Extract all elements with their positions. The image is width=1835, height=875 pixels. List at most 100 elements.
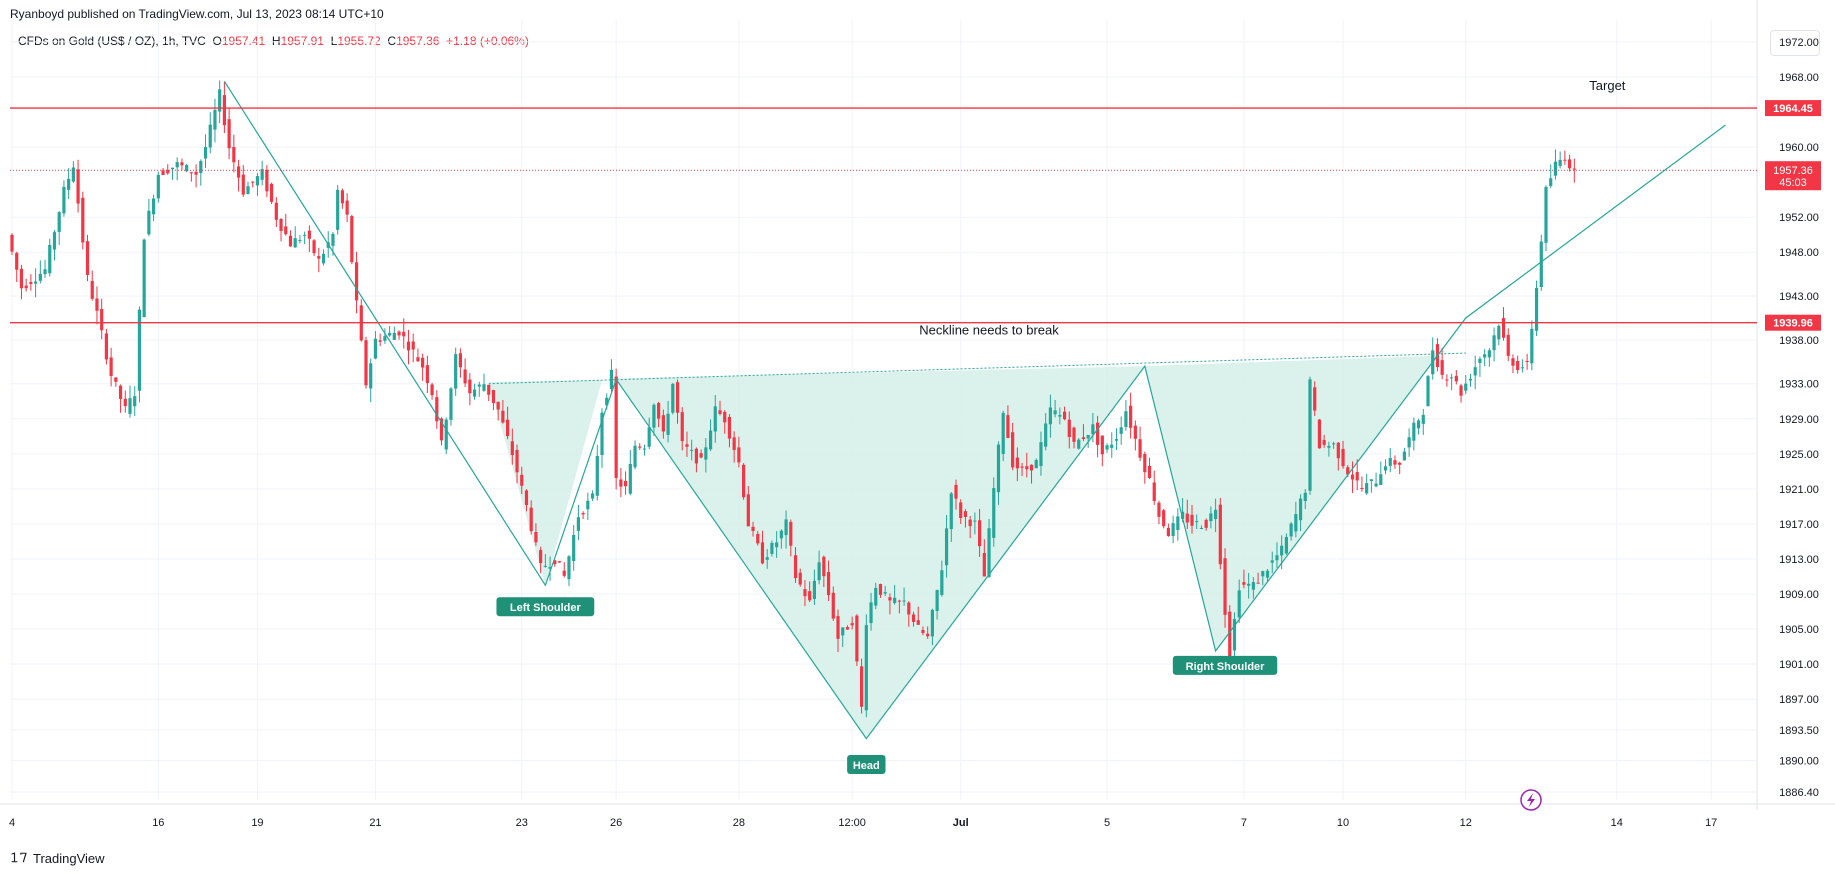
candle-body <box>166 169 170 174</box>
candle-body <box>67 178 71 190</box>
candle-body <box>1247 583 1251 586</box>
candle-body <box>104 333 108 360</box>
candle-body <box>737 447 741 463</box>
candle-body <box>232 147 236 163</box>
y-tick-label: 1897.00 <box>1779 694 1819 706</box>
candle-body <box>1450 377 1454 379</box>
candle-body <box>213 109 217 130</box>
candle-body <box>982 553 986 577</box>
candle-body <box>996 444 1001 493</box>
candle-body <box>1568 159 1572 169</box>
symbol-title[interactable]: CFDs on Gold (US$ / OZ), 1h, TVC <box>18 34 206 48</box>
candle-body <box>1534 287 1539 331</box>
candle-body <box>1539 241 1543 287</box>
candle-body <box>1388 458 1392 466</box>
candle-body <box>411 341 415 350</box>
candle-body <box>1407 437 1411 448</box>
candle-body <box>1147 465 1152 478</box>
candle-body <box>274 202 278 220</box>
candle-body <box>100 309 104 331</box>
candle-body <box>1265 570 1270 578</box>
candle-body <box>1313 387 1317 411</box>
candle-body <box>926 633 930 637</box>
y-tick-label: 1913.00 <box>1779 554 1819 566</box>
candle-body <box>189 172 193 174</box>
candle-body <box>1180 511 1185 519</box>
candle-body <box>1129 405 1133 428</box>
candle-body <box>1072 427 1076 442</box>
candle-body <box>562 570 566 576</box>
y-tick-label: 1917.00 <box>1779 519 1819 531</box>
tradingview-footer: 𝟷𝟽 TradingView <box>10 850 105 866</box>
candle-body <box>147 210 151 235</box>
candle-body <box>694 448 698 464</box>
close-value: 1957.36 <box>396 34 440 48</box>
price-line-tag-neckline-break <box>1765 314 1821 331</box>
x-tick-label: Jul <box>953 817 969 829</box>
candle-body <box>1143 454 1147 473</box>
candle-body <box>1223 558 1227 615</box>
candle-body <box>845 627 850 630</box>
y-tick-label: 1925.00 <box>1779 449 1819 461</box>
candle-body <box>855 615 859 662</box>
price-chart[interactable]: 1964.451939.961957.3645:031972.001968.00… <box>0 0 1835 840</box>
candle-body <box>1190 514 1194 526</box>
x-tick-label: 23 <box>516 817 528 829</box>
candle-body <box>1096 422 1100 445</box>
candle-body <box>1350 474 1355 480</box>
candle-body <box>760 542 765 564</box>
tradingview-logo-icon: 𝟷𝟽 <box>10 850 28 866</box>
left-shoulder-badge-text: Left Shoulder <box>510 602 582 614</box>
candle-body <box>402 331 406 337</box>
candle-body <box>1195 521 1199 523</box>
candle-body <box>784 519 788 536</box>
candle-body <box>1464 383 1468 391</box>
candle-body <box>279 218 283 231</box>
candle-body <box>463 369 467 384</box>
candle-body <box>510 441 514 456</box>
price-scale-settings-button[interactable] <box>1770 30 1820 56</box>
candle-body <box>836 616 840 639</box>
candle-body <box>1346 467 1350 475</box>
candle-body <box>1006 415 1010 438</box>
last-price-tag <box>1765 161 1821 191</box>
candle-body <box>944 528 949 566</box>
head-badge <box>847 754 886 774</box>
candle-body <box>940 570 944 595</box>
candle-body <box>978 520 982 547</box>
change-value: +1.18 (+0.06%) <box>446 34 529 48</box>
candle-body <box>803 589 807 597</box>
candle-body <box>1558 159 1562 166</box>
candle-body <box>449 388 453 420</box>
symbol-info-bar: CFDs on Gold (US$ / OZ), 1h, TVC O1957.4… <box>18 34 529 48</box>
candle-body <box>128 398 132 414</box>
candle-body <box>949 493 953 530</box>
candle-body <box>1516 360 1520 371</box>
candle-body <box>303 234 307 236</box>
candle-body <box>633 445 637 468</box>
candle-body <box>959 502 963 519</box>
candle-body <box>350 216 354 263</box>
candle-body <box>987 528 991 577</box>
candle-body <box>354 262 359 301</box>
candle-body <box>156 174 160 199</box>
candle-body <box>742 464 746 498</box>
candle-body <box>690 449 694 451</box>
candle-body <box>345 200 349 215</box>
candle-body <box>76 169 80 204</box>
candle-body <box>62 186 66 214</box>
candle-body <box>1081 437 1086 439</box>
candle-body <box>421 357 425 368</box>
x-tick-label: 4 <box>9 817 15 829</box>
candle-body <box>723 411 727 423</box>
pattern-fill-2 <box>1144 355 1438 652</box>
candle-body <box>406 341 411 351</box>
candle-body <box>1086 435 1090 439</box>
candle-body <box>911 614 916 622</box>
candle-body <box>666 413 670 435</box>
candle-body <box>935 590 939 612</box>
candle-body <box>1393 460 1397 465</box>
candle-body <box>255 176 260 186</box>
candle-body <box>118 385 123 399</box>
candle-body <box>109 357 113 377</box>
